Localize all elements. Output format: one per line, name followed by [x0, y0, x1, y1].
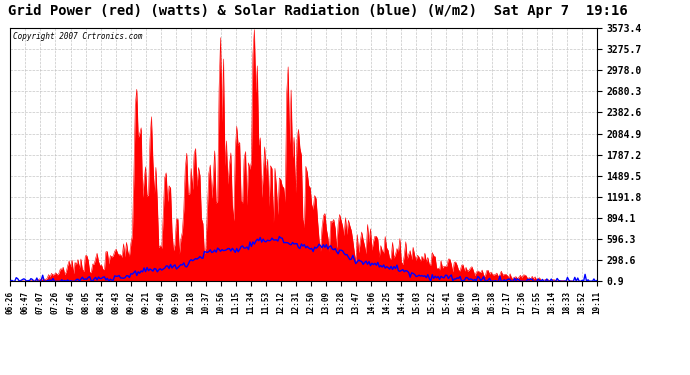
Text: Copyright 2007 Crtronics.com: Copyright 2007 Crtronics.com: [13, 32, 143, 41]
Text: Grid Power (red) (watts) & Solar Radiation (blue) (W/m2)  Sat Apr 7  19:16: Grid Power (red) (watts) & Solar Radiati…: [8, 4, 627, 18]
